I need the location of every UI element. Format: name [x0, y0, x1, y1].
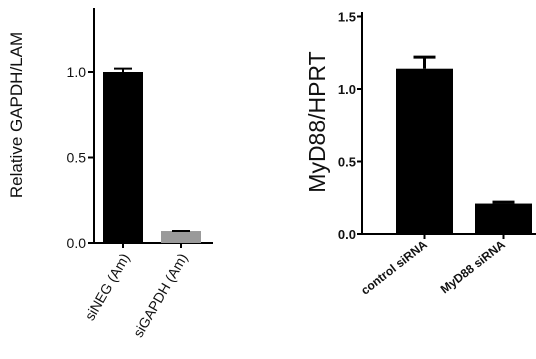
x-category-label: control siRNA — [358, 237, 430, 297]
bar — [161, 231, 201, 243]
bar — [396, 68, 453, 234]
x-category-label: siNEG (Am) — [81, 251, 132, 324]
y-axis-label: MyD88/HPRT — [304, 51, 330, 192]
y-tick-label: 1.0 — [67, 64, 87, 80]
y-tick-label: 0.5 — [67, 150, 87, 166]
y-axis-label: Relative GAPDH/LAM — [7, 32, 26, 198]
x-category-label: MyD88 siRNA — [438, 237, 508, 296]
bar — [475, 203, 532, 234]
bar — [103, 72, 143, 243]
y-tick-label: 1.0 — [338, 82, 356, 97]
x-category-label: siGAPDH (Am) — [130, 251, 191, 341]
y-tick-label: 1.5 — [338, 10, 356, 25]
y-tick-label: 0.0 — [338, 227, 356, 242]
y-tick-label: 0.5 — [338, 155, 356, 170]
y-tick-label: 0.0 — [67, 235, 87, 251]
